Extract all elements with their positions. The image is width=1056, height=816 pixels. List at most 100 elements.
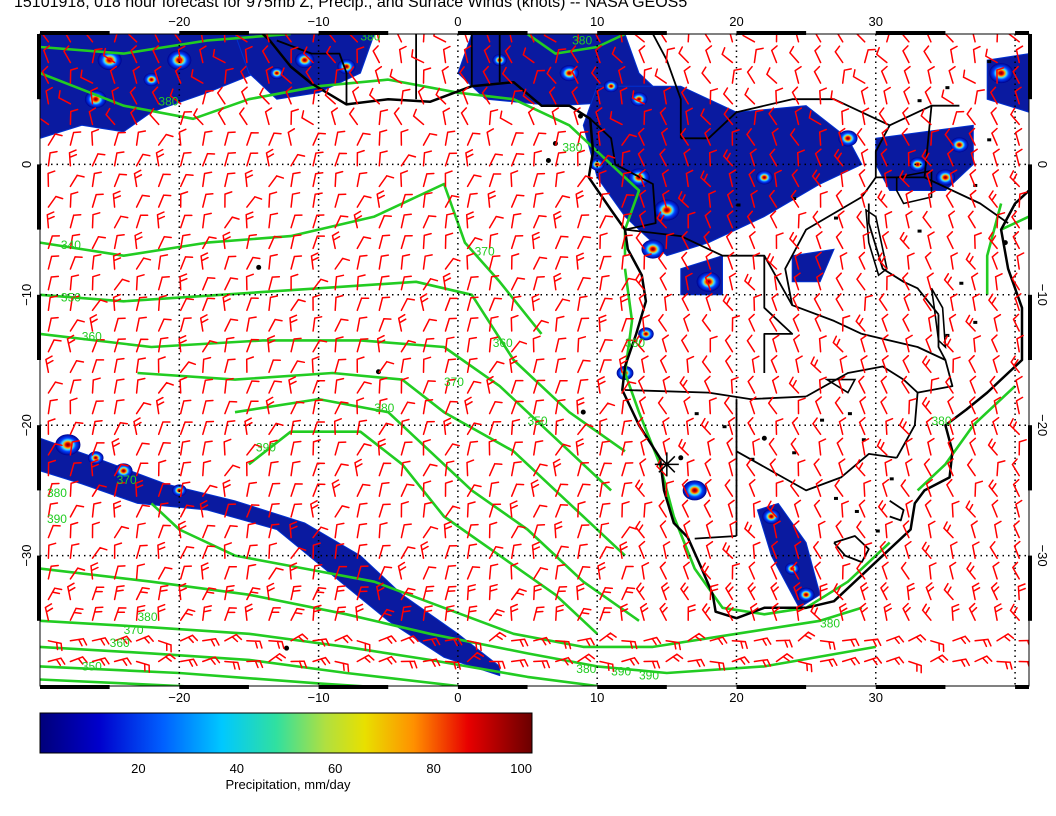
frame-bar (1015, 31, 1029, 35)
contour-label: 380 (158, 95, 178, 109)
frame-bar (597, 31, 667, 35)
colorbar-ticks: 20 40 60 80 100 (131, 761, 532, 776)
terrain-speckle (875, 529, 880, 533)
terrain-speckle (854, 509, 859, 513)
precipitation-cell (755, 170, 773, 185)
country-border (861, 104, 960, 198)
precipitation-area (582, 85, 863, 257)
frame-bar (1028, 34, 1032, 100)
lake-outline (930, 287, 947, 350)
contour-label: 380 (138, 610, 158, 624)
height-contour (40, 619, 598, 686)
lon-tick-label-bottom: 0 (454, 690, 461, 705)
precipitation-cell (762, 508, 781, 524)
frame-bar (1028, 164, 1032, 230)
terrain-speckle (987, 60, 992, 64)
precipitation-cell (84, 90, 107, 109)
height-contour (40, 280, 626, 453)
frame-bar (37, 34, 41, 100)
height-contour (526, 34, 626, 55)
lat-tick-label-right: −10 (1035, 284, 1050, 306)
precipitation-cell (838, 130, 858, 147)
precipitation-cell (87, 451, 104, 465)
country-border (276, 39, 348, 105)
contour-label: 350 (61, 290, 81, 304)
contour-label: 380 (572, 33, 592, 47)
frame-bar (457, 685, 528, 689)
contour-label: 370 (117, 473, 137, 487)
height-contour (137, 371, 626, 557)
country-border (784, 196, 863, 306)
terrain-speckle (847, 412, 852, 416)
height-contour (234, 397, 640, 622)
colorbar-tick-label: 100 (510, 761, 532, 776)
frame-bar (318, 685, 389, 689)
lat-tick-label-right: −20 (1035, 414, 1050, 436)
lon-tick-label-top: 20 (729, 14, 743, 29)
country-border (736, 450, 897, 492)
height-contour (1000, 215, 1029, 231)
contour-label: 390 (256, 440, 276, 454)
lat-tick-label-left: −20 (19, 414, 34, 436)
lon-tick-label-top: −10 (308, 14, 330, 29)
height-contour (40, 645, 459, 686)
marker-asterisk (654, 452, 679, 477)
lat-tick-label-right: 0 (1035, 161, 1050, 168)
precipitation-cell (167, 50, 192, 71)
coastline-layer (256, 34, 1029, 651)
country-border (833, 535, 870, 563)
island (577, 113, 583, 119)
frame-bar (37, 294, 41, 360)
contour-label: 340 (61, 238, 81, 252)
terrain-speckle (792, 197, 797, 200)
lon-tick-label-bottom: −20 (168, 690, 190, 705)
contour-label: 380 (820, 616, 840, 630)
lon-tick-label-bottom: 10 (590, 690, 604, 705)
terrain-speckle (833, 216, 838, 220)
frame-bar (37, 555, 41, 621)
precipitation-cell (696, 271, 721, 292)
colorbar-tick-label: 60 (328, 761, 342, 776)
contour-label: 350 (82, 659, 102, 673)
colorbar-tick-label: 40 (230, 761, 244, 776)
colorbar-label: Precipitation, mm/day (226, 777, 351, 792)
island (761, 435, 767, 441)
country-border (805, 365, 919, 459)
lon-tick-label-bottom: 30 (869, 690, 883, 705)
frame-bar (875, 685, 946, 689)
contour-label: 380 (47, 486, 67, 500)
lon-tick-label-top: 10 (590, 14, 604, 29)
precipitation-cell (797, 587, 815, 602)
frame-bar (37, 425, 41, 491)
frame-bar (40, 685, 110, 689)
axis-tick-labels: −20 −20 −10 −10 0 0 10 10 20 20 30 30 0 0 −10 −10 −20 −20… (19, 14, 1050, 705)
frame-bar (736, 685, 807, 689)
island (256, 264, 262, 270)
height-contour (40, 678, 208, 686)
country-border (624, 389, 807, 400)
terrain-speckle (945, 86, 950, 90)
frame-bar (37, 164, 41, 230)
height-contour (916, 385, 1016, 492)
island (580, 409, 586, 415)
lat-tick-label-right: −30 (1035, 545, 1050, 567)
contour-label: 380 (625, 336, 645, 350)
precipitation-cell (682, 480, 707, 501)
country-border (937, 314, 947, 361)
terrain-speckle (861, 438, 866, 442)
height-contour (40, 182, 543, 335)
contour-label: 390 (47, 512, 67, 526)
terrain-speckle (694, 412, 699, 416)
precipitation-cell (989, 63, 1014, 84)
contour-label: 370 (444, 375, 464, 389)
lon-tick-label-top: 0 (454, 14, 461, 29)
country-border (694, 535, 737, 540)
terrain-speckle (750, 457, 755, 461)
island (1002, 240, 1008, 246)
lat-tick-label-left: −30 (19, 545, 34, 567)
contour-label: 360 (82, 329, 102, 343)
terrain-speckle (917, 99, 922, 103)
lon-tick-label-bottom: 20 (729, 690, 743, 705)
terrain-speckle (736, 203, 741, 207)
